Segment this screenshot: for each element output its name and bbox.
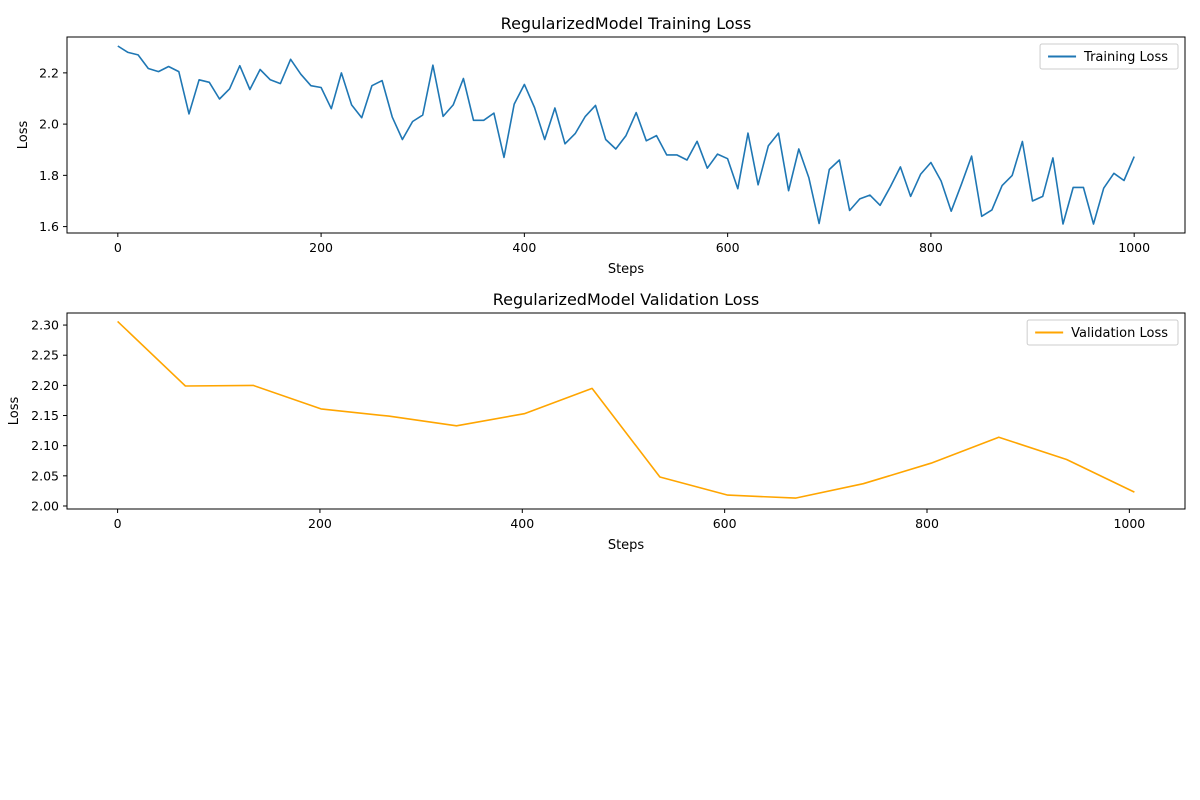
axis-ticks: 0 200 400 600 800 1000 2.00 2.05 2.10 2.15 2.20 2.2… [31,318,1145,531]
axis-ticks: 0 200 400 600 800 1000 1.6 1.8 2.0 2.2 [39,65,1150,255]
x-axis-label: Steps [608,538,645,553]
y-tick-label: 1.6 [39,219,59,234]
x-tick-label: 800 [919,240,943,255]
plot-area-frame [66,312,1186,510]
validation-loss-chart: RegularizedModel Validation Loss Steps L… [7,290,1186,553]
x-tick-label: 600 [716,240,740,255]
x-tick-label: 400 [512,240,536,255]
legend-label: Validation Loss [1071,326,1168,341]
y-axis-label: Loss [7,397,22,426]
x-tick-label: 0 [114,240,122,255]
y-tick-label: 2.20 [31,378,59,393]
x-tick-label: 600 [713,516,737,531]
series-line [117,320,1135,499]
x-tick-label: 1000 [1113,516,1145,531]
plot-area-frame [66,36,1186,234]
series-layer [117,320,1135,499]
chart-title: RegularizedModel Training Loss [501,14,752,33]
series-layer [117,45,1135,225]
training-loss-chart: RegularizedModel Training Loss Steps Los… [16,14,1186,277]
y-tick-label: 2.00 [31,498,59,513]
x-tick-label: 0 [114,516,122,531]
y-tick-label: 2.2 [39,65,59,80]
y-tick-label: 1.8 [39,168,59,183]
legend: Validation Loss [1026,319,1179,346]
y-tick-label: 2.05 [31,468,59,483]
y-tick-label: 2.10 [31,438,59,453]
legend-frame [1026,319,1179,346]
x-axis-label: Steps [608,262,645,277]
y-tick-label: 2.25 [31,348,59,363]
x-tick-label: 200 [309,240,333,255]
legend-frame [1039,43,1179,70]
y-tick-label: 2.0 [39,117,59,132]
series-line [117,45,1135,225]
x-tick-label: 800 [915,516,939,531]
y-tick-label: 2.15 [31,408,59,423]
y-tick-label: 2.30 [31,318,59,333]
x-tick-label: 1000 [1118,240,1150,255]
x-tick-label: 200 [308,516,332,531]
y-axis-label: Loss [16,121,31,150]
legend: Training Loss [1039,43,1179,70]
chart-title: RegularizedModel Validation Loss [493,290,760,309]
legend-label: Training Loss [1083,50,1168,65]
x-tick-label: 400 [510,516,534,531]
